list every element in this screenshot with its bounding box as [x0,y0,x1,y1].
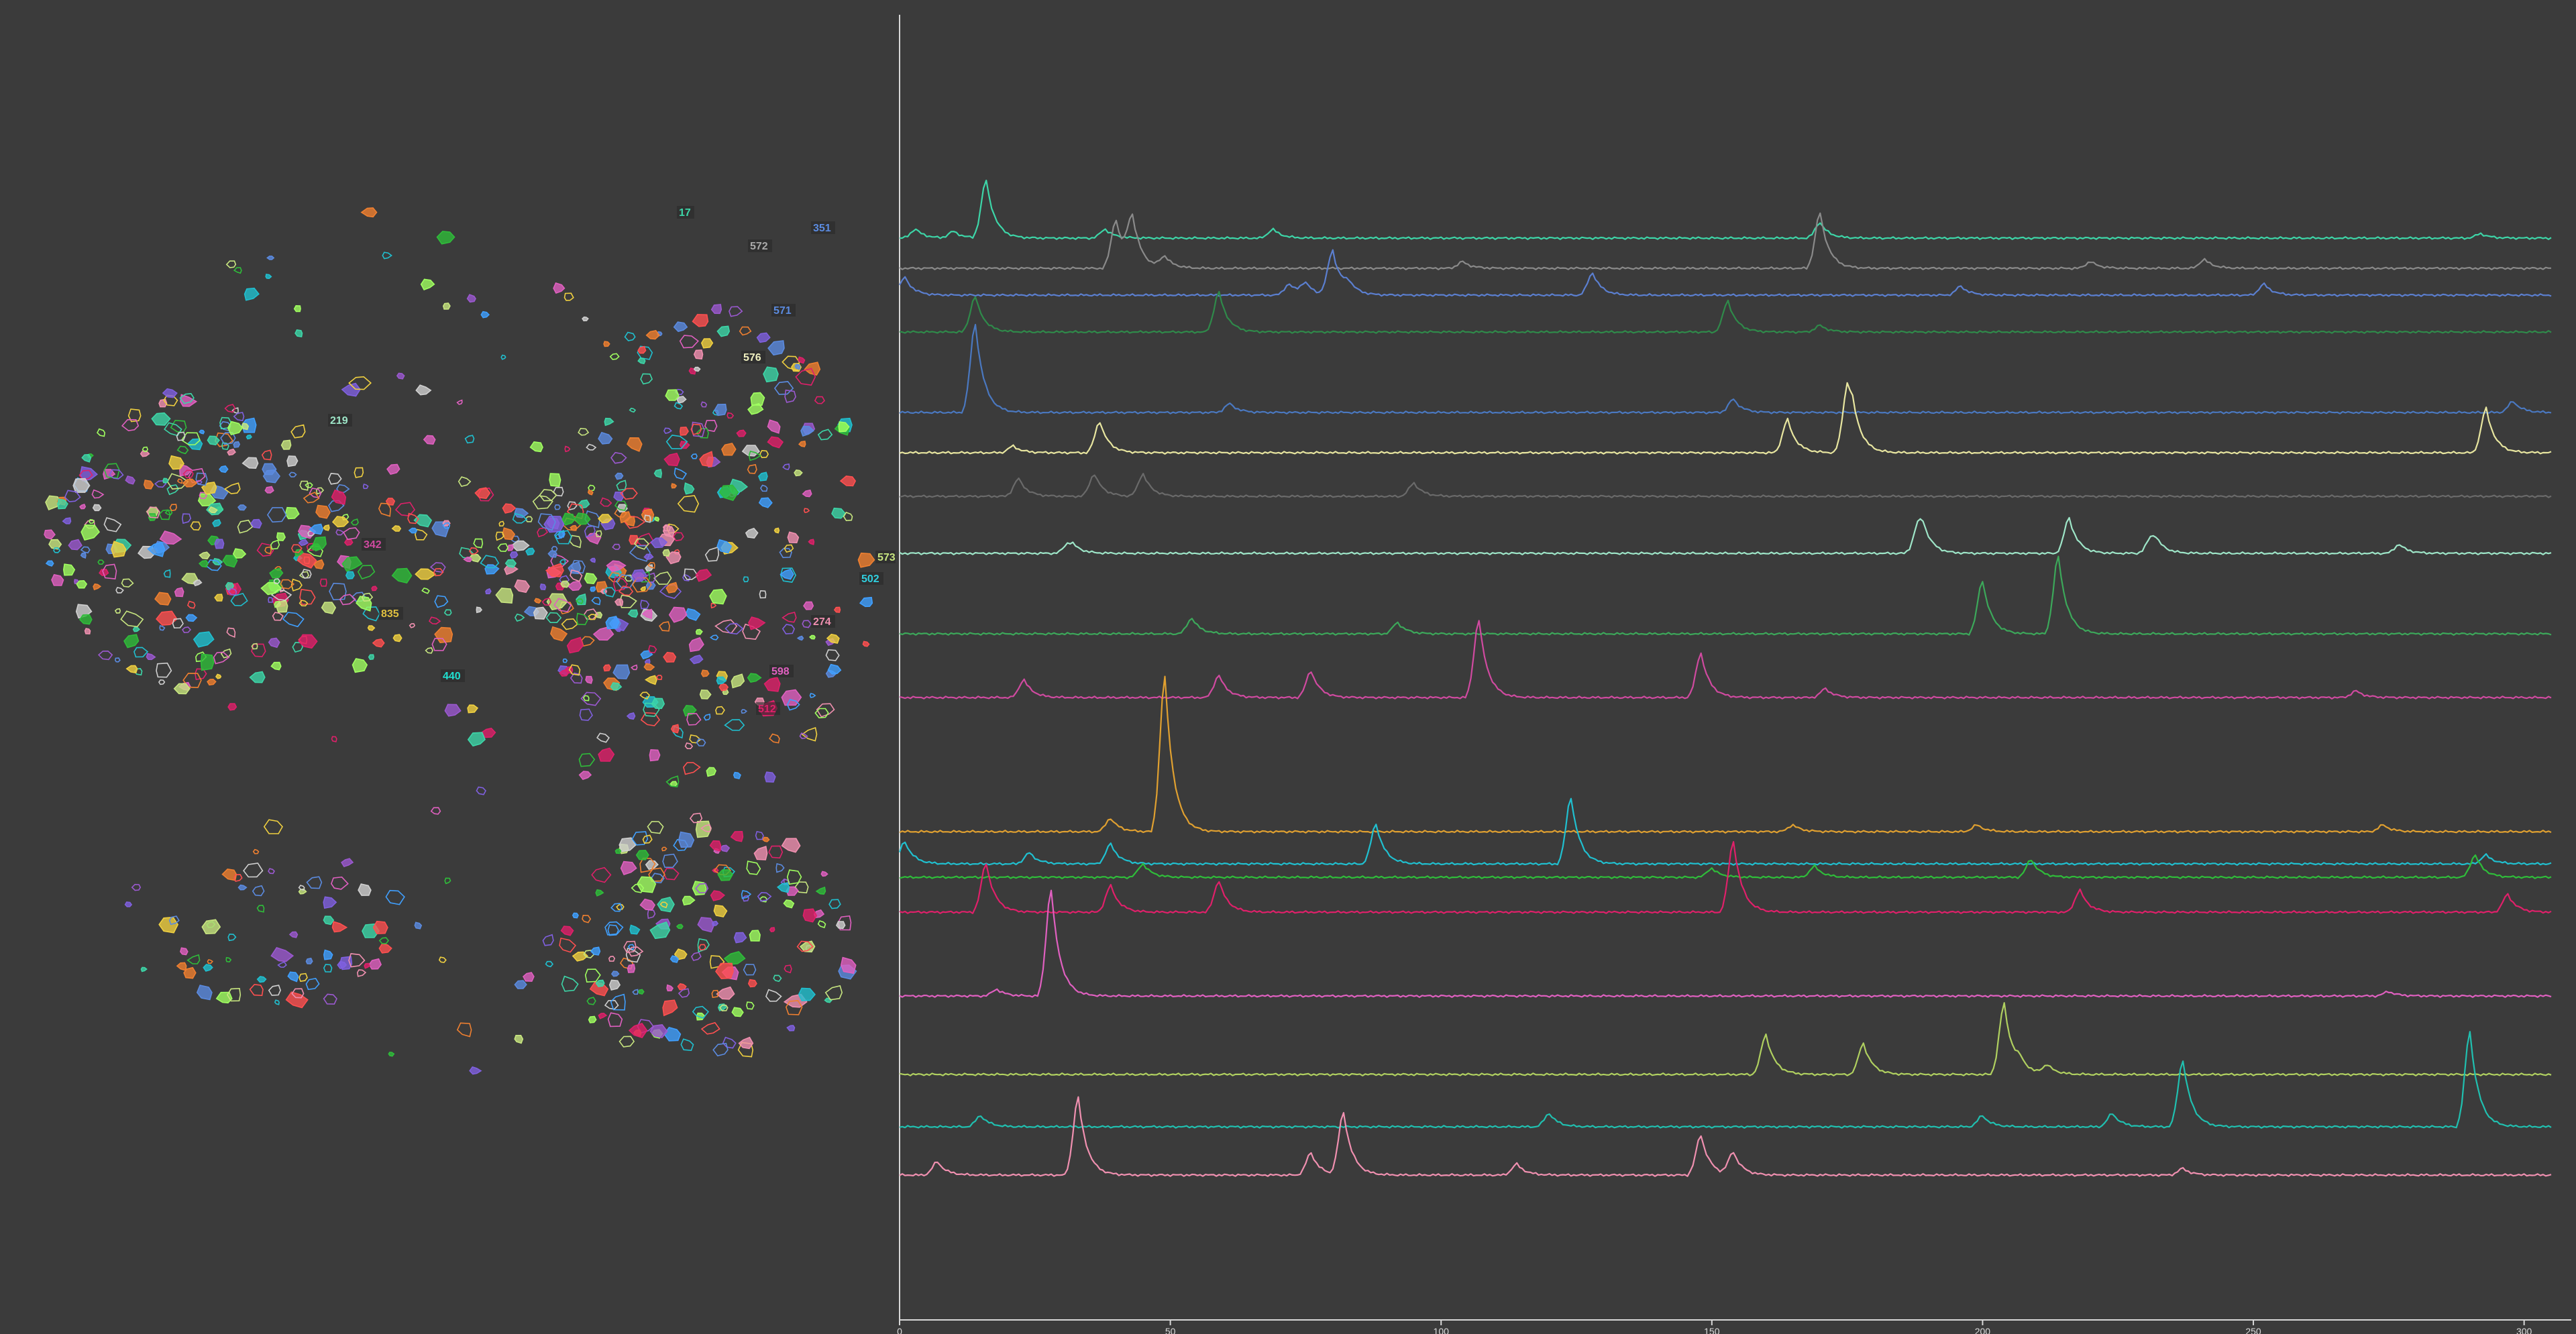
x-tick-label: 200 [1975,1326,1991,1334]
x-tick-label: 250 [2245,1326,2261,1334]
trace-chart: 0 50 100 150 200 250 300 [897,15,2571,1334]
roi-label: 572 [750,241,768,252]
roi-label: 576 [743,352,761,364]
roi-label: 571 [773,305,792,317]
trace-line [898,797,2552,866]
roi-labels: 17 351 572 571 576 219 342 573 502 835 274 440 598 51… [328,206,896,715]
trace-plot-panel: 0 50 100 150 200 250 300 [896,0,2576,1334]
roi-map: 17 351 572 571 576 219 342 573 502 835 274 440 598 51… [44,206,896,1075]
roi-label: 219 [330,415,348,427]
trace-line [899,555,2552,636]
roi-label: 598 [771,666,790,677]
x-tick-label: 100 [1434,1326,1450,1334]
trace-line [899,854,2552,879]
x-tick-label: 0 [897,1326,902,1334]
trace-line [899,382,2552,455]
trace-line [899,1096,2552,1177]
trace-line [899,841,2552,914]
trace-line [899,323,2552,414]
trace-line [899,675,2552,834]
x-tick-label: 150 [1704,1326,1720,1334]
roi-map-panel: 17 351 572 571 576 219 342 573 502 835 274 440 598 51… [0,0,896,1334]
trace-line [899,473,2552,498]
trace-line [899,290,2552,334]
trace-line [899,1002,2552,1076]
trace-line [899,212,2551,270]
roi-label: 351 [813,223,831,234]
x-tick-label: 50 [1165,1326,1176,1334]
roi-label: 512 [758,704,776,715]
trace-line [899,1031,2552,1129]
trace-lines [898,179,2552,1177]
trace-line [899,620,2552,700]
trace-line [899,516,2552,555]
roi-label: 17 [679,207,691,219]
trace-line [899,249,2552,297]
roi-label: 342 [364,539,382,551]
roi-label: 835 [381,608,399,620]
roi-cell-outlines [44,207,875,1075]
roi-label: 440 [443,671,461,682]
roi-label: 502 [861,573,879,585]
roi-label: 573 [877,552,896,563]
x-tick-label: 300 [2516,1326,2532,1334]
trace-line [900,179,2552,240]
roi-label: 274 [813,616,831,628]
trace-line [899,889,2552,998]
